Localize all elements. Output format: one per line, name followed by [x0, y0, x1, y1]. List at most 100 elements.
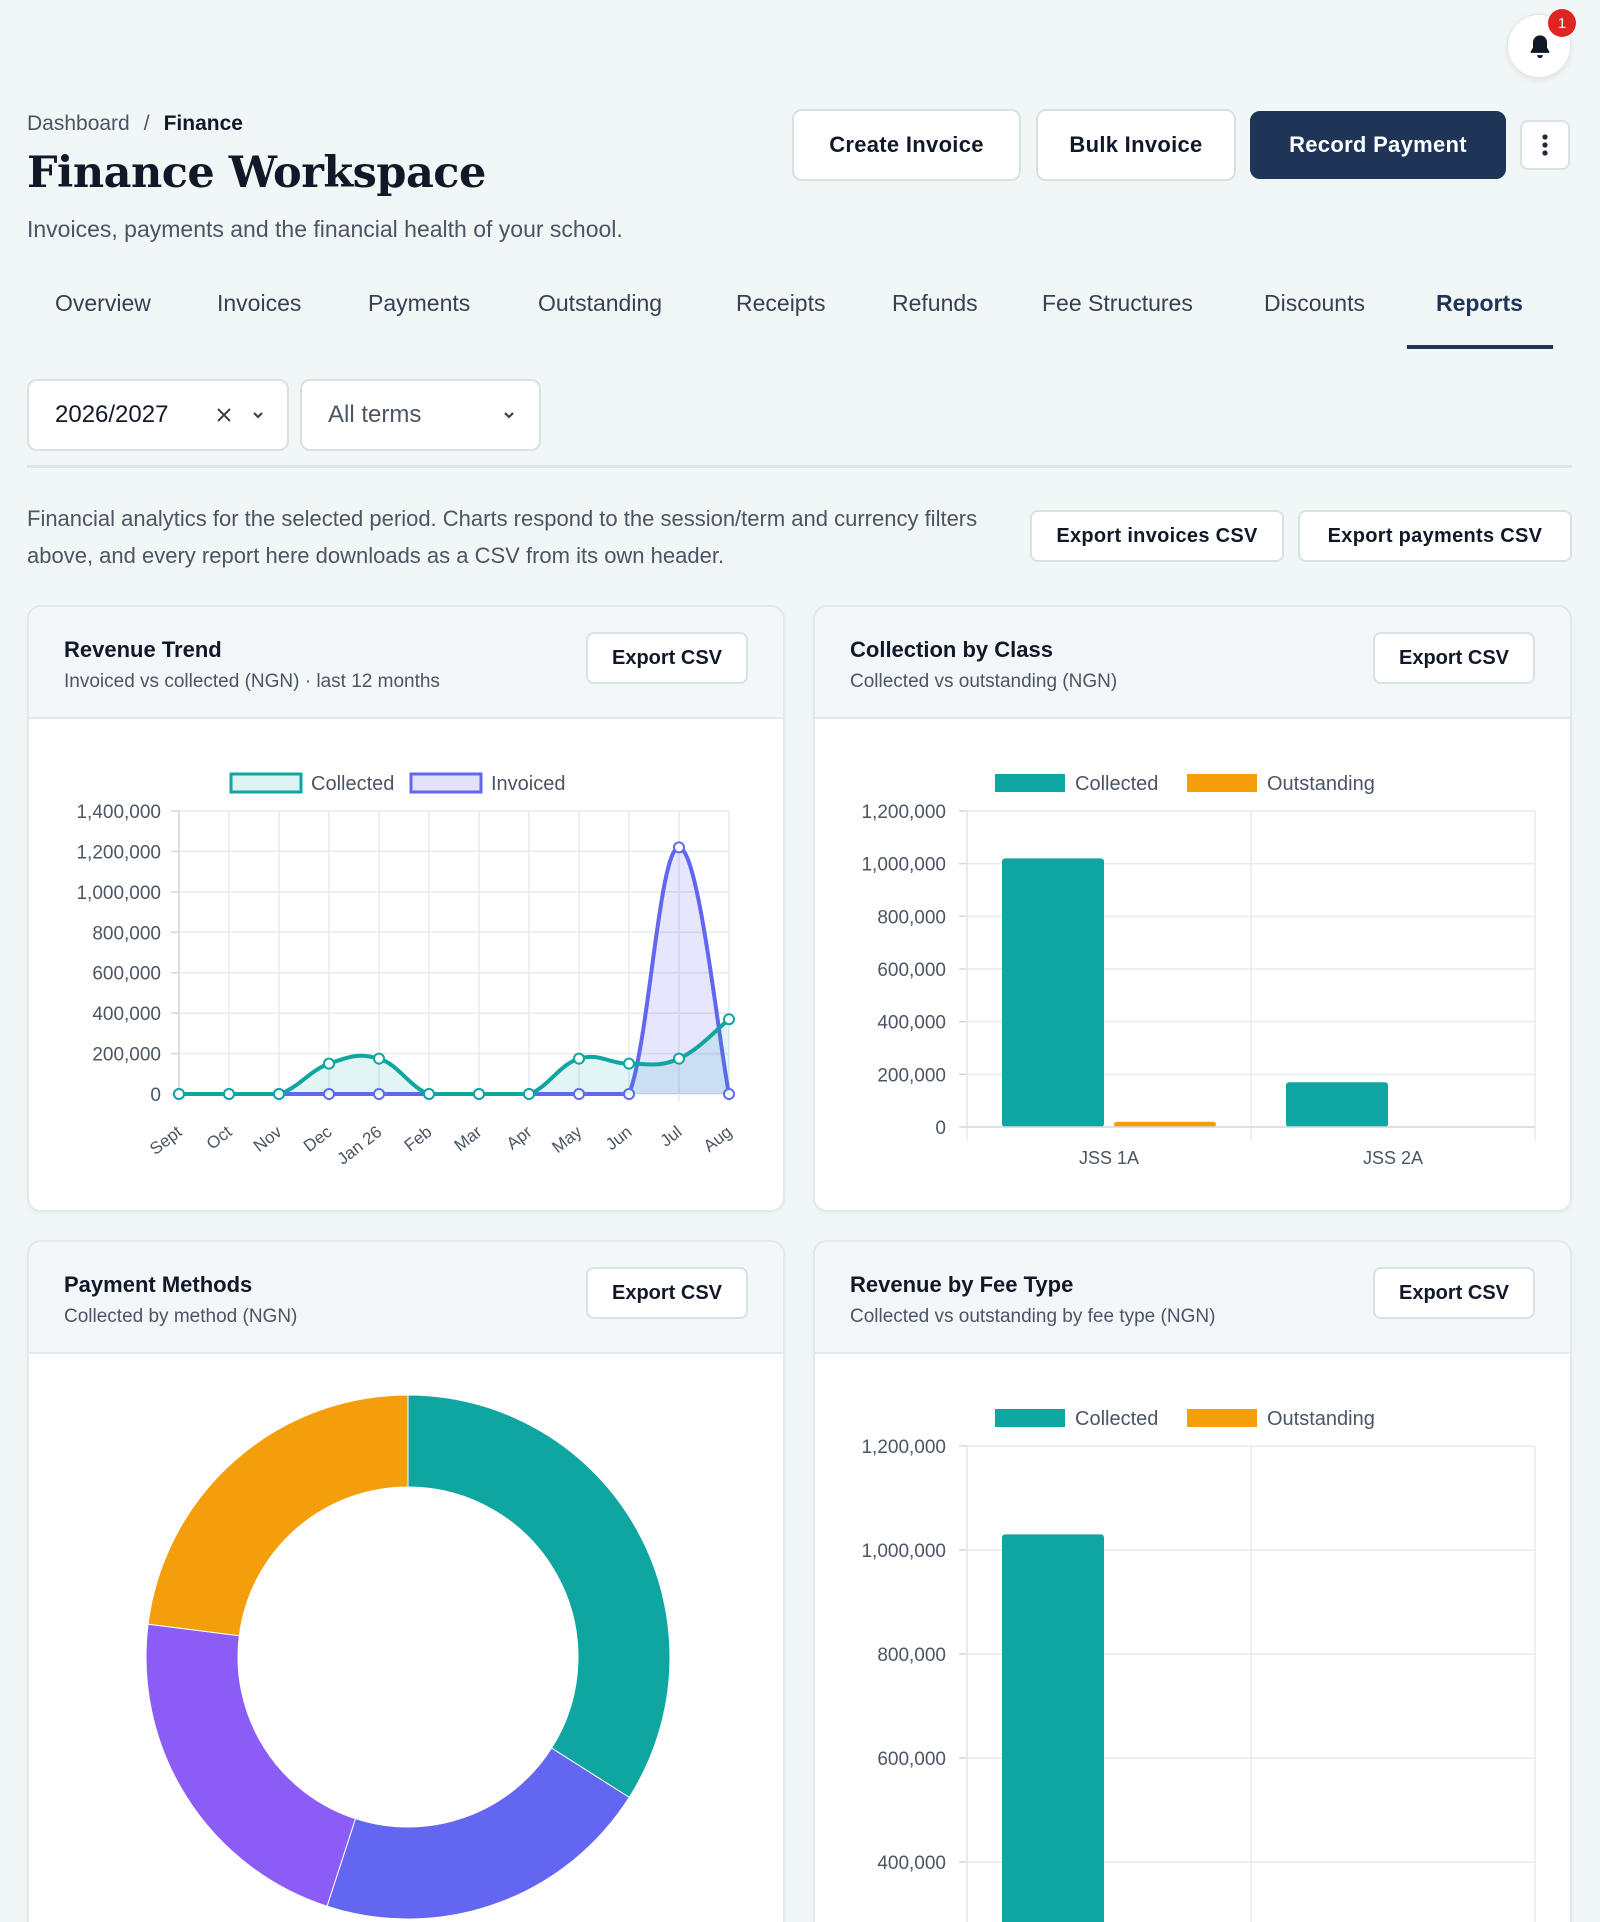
donut-slice	[407, 1394, 671, 1799]
donut-slice	[326, 1747, 630, 1920]
breadcrumb-dashboard[interactable]: Dashboard	[27, 112, 130, 135]
y-tick-label: 1,400,000	[76, 802, 161, 823]
x-tick-label: Dec	[300, 1122, 336, 1156]
collection-by-class-chart: Collected Outstanding 1,200,000 1,000,000 80…	[861, 773, 1536, 1168]
chevron-down-icon	[253, 412, 263, 419]
collected-point	[373, 1052, 385, 1065]
tab-invoices[interactable]: Invoices	[217, 290, 302, 316]
collected-point	[273, 1088, 285, 1100]
reports-intro: Financial analytics for the selected per…	[27, 506, 978, 568]
breadcrumb-current: Finance	[163, 112, 243, 135]
card-subtitle: Invoiced vs collected (NGN) · last 12 mo…	[64, 671, 440, 692]
y-tick-label: 1,000,000	[861, 855, 946, 876]
y-tick-label: 200,000	[877, 1065, 946, 1086]
y-tick-label: 200,000	[92, 1045, 161, 1066]
term-select[interactable]: All terms	[300, 379, 541, 451]
x-tick-label: Jul	[657, 1122, 686, 1150]
legend-label: Outstanding	[1267, 773, 1375, 795]
invoiced-point	[673, 841, 685, 854]
card-header: Revenue Trend Invoiced vs collected (NGN…	[29, 607, 783, 719]
y-tick-label: 800,000	[92, 923, 161, 944]
clear-icon[interactable]	[216, 407, 232, 423]
y-tick-label: 1,000,000	[76, 883, 161, 904]
x-tick-label: Mar	[451, 1122, 486, 1155]
invoiced-point	[573, 1088, 585, 1100]
x-tick-label: Sept	[146, 1122, 185, 1159]
invoiced-point	[373, 1088, 385, 1100]
active-tab-indicator	[1407, 345, 1553, 349]
tab-overview[interactable]: Overview	[55, 290, 151, 316]
revenue-by-fee-type-chart: Collected Outstanding 1,200,000 1,000,000 80…	[861, 1408, 1536, 1922]
notification-badge: 1	[1548, 9, 1576, 37]
export-csv-button[interactable]: Export CSV	[586, 1267, 748, 1319]
y-tick-label: 600,000	[877, 1749, 946, 1770]
card-title: Payment Methods	[64, 1272, 253, 1297]
y-tick-label: 400,000	[92, 1004, 161, 1025]
invoiced-point	[623, 1088, 635, 1100]
page-title: Finance Workspace	[27, 148, 486, 198]
bar-collected	[1286, 1082, 1388, 1127]
divider	[27, 465, 1572, 468]
export-csv-button[interactable]: Export CSV	[1373, 1267, 1535, 1319]
y-tick-label: 600,000	[877, 960, 946, 981]
invoiced-point	[323, 1088, 335, 1100]
tab-payments[interactable]: Payments	[368, 290, 471, 316]
session-value: 2026/2027	[55, 401, 169, 428]
y-tick-label: 0	[935, 1118, 946, 1139]
collected-area	[179, 1019, 729, 1094]
bar-outstanding	[1114, 1121, 1216, 1127]
page-subtitle: Invoices, payments and the financial hea…	[27, 216, 623, 242]
payment-methods-card: Payment Methods Collected by method (NGN…	[27, 1240, 785, 1922]
card-header: Revenue by Fee Type Collected vs outstan…	[815, 1242, 1570, 1354]
collected-point	[573, 1052, 585, 1065]
tab-refunds[interactable]: Refunds	[892, 290, 978, 316]
y-tick-label: 1,200,000	[76, 842, 161, 863]
y-tick-label: 1,200,000	[861, 1437, 946, 1458]
x-tick-label: Apr	[503, 1122, 536, 1153]
tab-outstanding[interactable]: Outstanding	[538, 290, 663, 316]
export-csv-button[interactable]: Export CSV	[586, 632, 748, 684]
legend-swatch	[995, 1409, 1065, 1427]
tab-fee-structures[interactable]: Fee Structures	[1042, 290, 1193, 316]
revenue-trend-card: Revenue Trend Invoiced vs collected (NGN…	[27, 605, 785, 1212]
collected-point	[523, 1088, 535, 1100]
card-title: Revenue Trend	[64, 637, 222, 662]
session-select[interactable]: 2026/2027	[27, 379, 289, 451]
export-payments-button[interactable]: Export payments CSV	[1298, 510, 1572, 562]
create-invoice-button[interactable]: Create Invoice	[792, 109, 1021, 181]
card-subtitle: Collected vs outstanding (NGN)	[850, 671, 1118, 692]
bulk-invoice-button[interactable]: Bulk Invoice	[1036, 109, 1236, 181]
x-tick-label: Oct	[203, 1122, 236, 1153]
collected-point	[223, 1088, 235, 1100]
collected-point	[473, 1088, 485, 1100]
legend-label: Invoiced	[491, 773, 566, 795]
breadcrumb: Dashboard / Finance	[27, 112, 243, 136]
x-tick-label: Jun	[602, 1122, 635, 1154]
x-tick-label: Jan 26	[334, 1122, 386, 1168]
y-tick-label: 1,000,000	[861, 1541, 946, 1562]
collected-point	[173, 1088, 185, 1100]
y-tick-label: 400,000	[877, 1853, 946, 1874]
breadcrumb-separator: /	[143, 112, 150, 135]
more-actions-button[interactable]	[1520, 120, 1570, 170]
card-subtitle: Collected by method (NGN)	[64, 1306, 298, 1327]
legend-label: Outstanding	[1267, 1408, 1375, 1430]
record-payment-button[interactable]: Record Payment	[1250, 111, 1506, 179]
x-tick-label: JSS 1A	[1079, 1148, 1139, 1168]
tab-reports[interactable]: Reports	[1436, 290, 1523, 316]
legend-label: Collected	[1075, 773, 1158, 795]
export-csv-button[interactable]: Export CSV	[1373, 632, 1535, 684]
tab-discounts[interactable]: Discounts	[1264, 290, 1365, 316]
export-invoices-button[interactable]: Export invoices CSV	[1030, 510, 1284, 562]
donut-slice	[147, 1394, 409, 1637]
legend-swatch	[409, 772, 483, 794]
card-title: Revenue by Fee Type	[850, 1272, 1074, 1297]
legend-label: Collected	[1075, 1408, 1158, 1430]
collection-by-class-card: Collection by Class Collected vs outstan…	[813, 605, 1572, 1212]
x-tick-label: Nov	[250, 1122, 286, 1156]
revenue-trend-chart: Collected Invoiced 1,400,000 1,200,000 1,000…	[76, 772, 735, 1169]
bell-icon	[1530, 35, 1550, 59]
tab-receipts[interactable]: Receipts	[736, 290, 826, 316]
collected-point	[323, 1057, 335, 1070]
collected-point	[723, 1013, 735, 1026]
